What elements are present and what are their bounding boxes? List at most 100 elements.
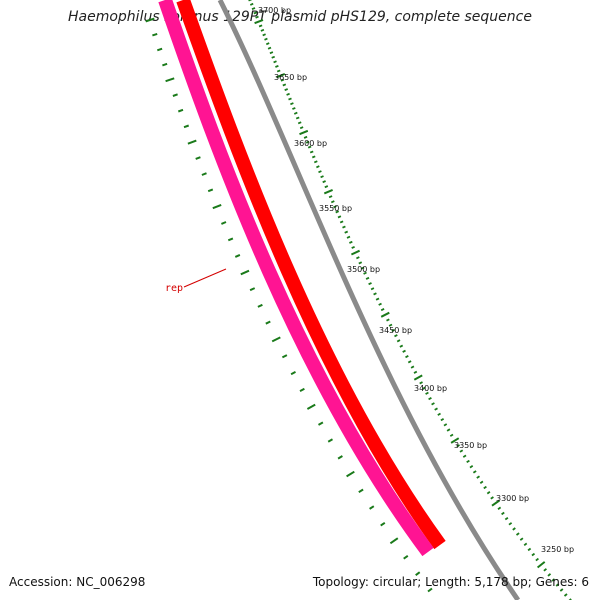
minor-tick	[512, 527, 516, 531]
minor-tick	[328, 195, 333, 199]
inner-tick	[318, 421, 324, 426]
minor-tick	[324, 185, 329, 189]
inner-tick	[306, 403, 316, 410]
backbone-circle	[217, 0, 521, 600]
minor-tick	[292, 107, 296, 110]
inner-tick-marks	[145, 17, 433, 593]
minor-tick	[339, 220, 344, 224]
minor-tick	[280, 78, 285, 82]
minor-tick	[373, 292, 377, 296]
minor-tick	[271, 55, 276, 59]
minor-tick	[265, 42, 270, 46]
minor-tick	[508, 522, 513, 526]
inner-tick	[240, 269, 250, 276]
inner-tick	[156, 47, 163, 52]
minor-tick	[363, 271, 367, 275]
minor-tick	[456, 444, 460, 448]
minor-tick	[360, 266, 365, 270]
minor-tick	[469, 465, 474, 469]
minor-tick	[396, 339, 401, 343]
inner-tick	[249, 287, 256, 292]
minor-tick	[346, 235, 351, 239]
minor-tick	[368, 282, 372, 286]
minor-tick	[497, 506, 502, 510]
minor-tick	[431, 402, 435, 406]
major-tick	[254, 18, 264, 25]
minor-tick	[523, 542, 528, 547]
major-tick	[350, 249, 361, 256]
inner-tick	[145, 17, 155, 23]
minor-tick	[479, 480, 484, 484]
major-tick	[450, 437, 460, 444]
minor-tick	[293, 111, 298, 115]
minor-tick	[337, 215, 342, 219]
scale-label: 3300 bp	[496, 494, 529, 503]
minor-tick	[313, 160, 318, 164]
minor-tick	[405, 355, 409, 359]
minor-tick	[391, 328, 396, 332]
minor-tick	[251, 7, 256, 11]
inner-tick	[162, 62, 168, 67]
minor-tick	[273, 60, 277, 64]
minor-tick	[275, 64, 279, 68]
inner-tick	[299, 387, 305, 392]
minor-tick-marks	[248, 0, 572, 600]
scale-label: 3550 bp	[319, 204, 352, 213]
minor-tick	[284, 88, 289, 92]
minor-tick	[559, 588, 564, 592]
minor-tick	[335, 210, 340, 214]
minor-tick	[267, 46, 272, 50]
summary-text: Topology: circular; Length: 5,178 bp; Ge…	[312, 575, 589, 589]
minor-tick	[303, 135, 308, 139]
minor-tick	[249, 2, 254, 6]
minor-tick	[466, 459, 470, 464]
minor-tick	[333, 205, 337, 209]
scale-label: 3500 bp	[347, 265, 380, 274]
inner-tick	[380, 521, 386, 527]
inner-tick	[187, 139, 197, 145]
inner-tick	[403, 554, 409, 560]
inner-tick	[257, 303, 263, 308]
scale-labels: 3700 bp 3650 bp 3600 bp 3550 bp 3500 bp 3450 …	[258, 6, 574, 554]
inner-tick	[172, 93, 178, 97]
gene-label-rep[interactable]: rep	[165, 283, 183, 294]
minor-tick	[551, 578, 556, 582]
minor-tick	[375, 297, 380, 301]
minor-tick	[388, 323, 393, 327]
minor-tick	[501, 511, 505, 516]
minor-tick	[318, 170, 322, 174]
minor-tick	[486, 491, 491, 495]
minor-tick	[356, 256, 360, 260]
minor-tick	[531, 552, 536, 557]
minor-tick	[434, 407, 438, 411]
inner-tick	[234, 253, 241, 258]
minor-tick	[472, 470, 477, 474]
inner-tick	[221, 221, 227, 225]
minor-tick	[258, 24, 263, 28]
inner-tick	[152, 32, 158, 37]
minor-tick	[253, 11, 258, 15]
gene-arc-rep[interactable]	[158, 0, 434, 557]
minor-tick	[344, 230, 349, 234]
inner-tick	[415, 571, 421, 577]
inner-tick	[207, 188, 214, 193]
minor-tick	[320, 175, 324, 179]
major-tick	[380, 311, 390, 318]
minor-tick	[443, 423, 448, 427]
inner-tick	[183, 124, 190, 129]
rep-label-connector	[183, 268, 227, 288]
minor-tick	[543, 568, 547, 572]
minor-tick	[425, 391, 429, 395]
inner-tick	[290, 371, 296, 376]
inner-tick	[227, 237, 234, 242]
inner-tick	[265, 320, 271, 325]
minor-tick	[380, 308, 385, 312]
minor-tick	[276, 69, 281, 73]
minor-tick	[519, 537, 524, 541]
inner-tick	[327, 438, 334, 443]
minor-tick	[490, 496, 494, 500]
scale-label: 3600 bp	[294, 139, 327, 148]
minor-tick	[527, 547, 532, 552]
minor-tick	[288, 97, 292, 101]
